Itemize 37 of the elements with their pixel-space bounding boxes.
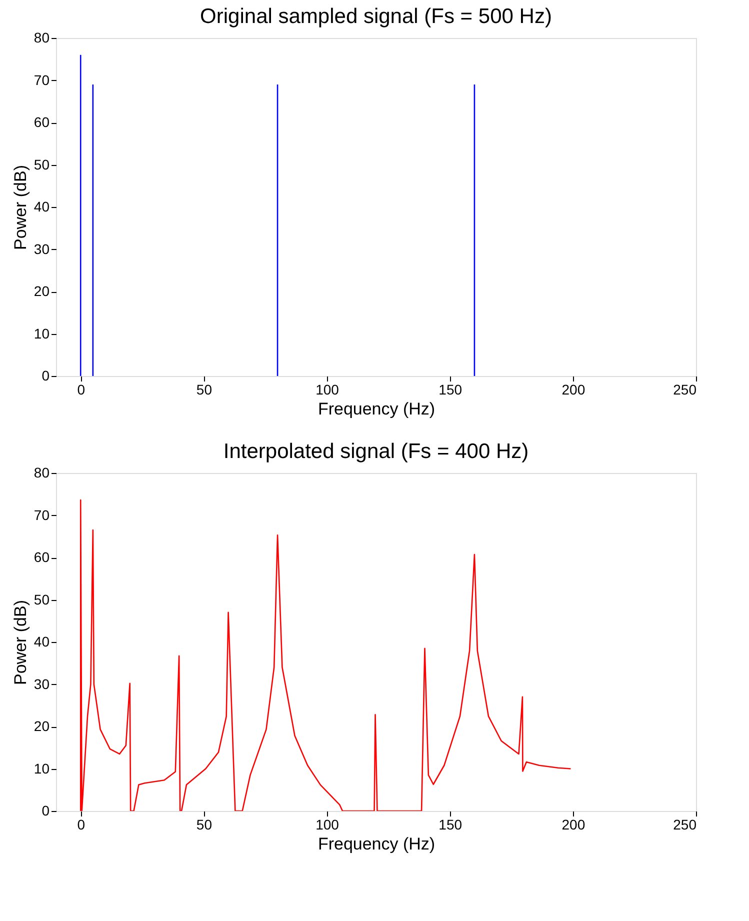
x-tick-label: 250 — [673, 382, 697, 398]
y-tick-label: 40 — [34, 198, 50, 214]
x-tick-label: 200 — [562, 382, 586, 398]
x-tick-label: 50 — [196, 382, 212, 398]
y-tick-label: 40 — [34, 634, 50, 650]
x-tick-label: 100 — [316, 816, 340, 832]
x-tick-label: 50 — [196, 816, 212, 832]
x-tick-label: 150 — [438, 382, 462, 398]
x-tick-label: 100 — [316, 382, 340, 398]
y-axis-title: Power (dB) — [10, 600, 30, 686]
x-axis-title: Frequency (Hz) — [318, 834, 436, 854]
y-tick-label: 50 — [34, 156, 50, 172]
y-tick-label: 50 — [34, 591, 50, 608]
y-tick-label: 60 — [34, 549, 50, 565]
y-tick-label: 30 — [34, 240, 50, 257]
x-tick-label: 250 — [673, 816, 697, 832]
chart-title: Original sampled signal (Fs = 500 Hz) — [200, 5, 552, 28]
x-tick-label: 0 — [77, 816, 86, 832]
y-tick-label: 70 — [34, 506, 50, 523]
x-tick-label: 0 — [77, 382, 86, 398]
x-axis-title: Frequency (Hz) — [318, 400, 436, 418]
x-tick-label: 150 — [438, 816, 462, 832]
y-tick-label: 0 — [42, 802, 50, 818]
y-tick-label: 20 — [34, 283, 50, 299]
y-axis-title: Power (dB) — [10, 164, 30, 250]
y-tick-label: 30 — [34, 676, 50, 692]
y-tick-label: 80 — [34, 30, 50, 46]
line-series — [80, 499, 572, 811]
y-tick-label: 0 — [42, 368, 50, 384]
y-tick-label: 20 — [34, 718, 50, 734]
x-tick-label: 200 — [562, 816, 586, 832]
chart-title: Interpolated signal (Fs = 400 Hz) — [223, 440, 529, 463]
y-tick-label: 80 — [34, 464, 50, 480]
y-tick-label: 10 — [34, 325, 50, 342]
y-tick-label: 10 — [34, 760, 50, 776]
y-tick-label: 60 — [34, 114, 50, 130]
y-tick-label: 70 — [34, 72, 50, 88]
